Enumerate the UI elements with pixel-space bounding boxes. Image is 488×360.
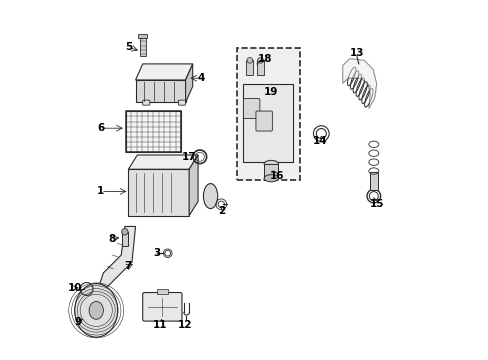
Bar [257,60,264,75]
Ellipse shape [75,284,118,337]
Bar [369,172,377,190]
Text: 4: 4 [198,73,205,83]
Text: 13: 13 [349,48,364,58]
Text: 9: 9 [75,317,82,327]
Polygon shape [128,169,189,216]
Polygon shape [189,155,198,216]
Text: 17: 17 [182,152,196,162]
Bar [140,38,145,56]
Text: 8: 8 [108,234,115,244]
Text: 15: 15 [368,199,383,209]
Circle shape [122,229,128,235]
Polygon shape [135,80,185,103]
Text: 7: 7 [124,261,132,271]
FancyBboxPatch shape [142,293,182,321]
Bar [157,289,167,294]
Text: 16: 16 [269,171,284,181]
FancyBboxPatch shape [178,100,185,105]
Polygon shape [100,226,135,287]
Bar [264,164,278,178]
Polygon shape [342,59,376,109]
Ellipse shape [203,184,217,208]
Circle shape [246,58,252,63]
Text: 10: 10 [67,283,82,293]
FancyBboxPatch shape [142,100,149,105]
Polygon shape [185,64,192,103]
Text: 18: 18 [258,54,272,64]
Ellipse shape [89,301,103,319]
Circle shape [257,58,263,63]
Ellipse shape [264,160,278,167]
Polygon shape [135,64,192,80]
Text: 14: 14 [313,136,327,147]
Text: 3: 3 [153,248,160,258]
Bar [122,232,127,246]
Bar [237,48,299,180]
Ellipse shape [264,175,278,182]
FancyBboxPatch shape [243,99,259,118]
Text: 2: 2 [217,206,224,216]
Bar [125,111,181,152]
Text: 1: 1 [97,186,104,197]
Bar [246,60,253,75]
Bar [125,111,181,152]
Text: 19: 19 [264,87,278,98]
Bar [242,84,292,162]
Text: 12: 12 [178,320,192,330]
FancyBboxPatch shape [255,111,272,131]
Text: 11: 11 [153,320,167,330]
Text: 5: 5 [124,42,132,52]
Polygon shape [128,155,198,169]
Bar [138,34,147,38]
Text: 6: 6 [97,123,104,133]
